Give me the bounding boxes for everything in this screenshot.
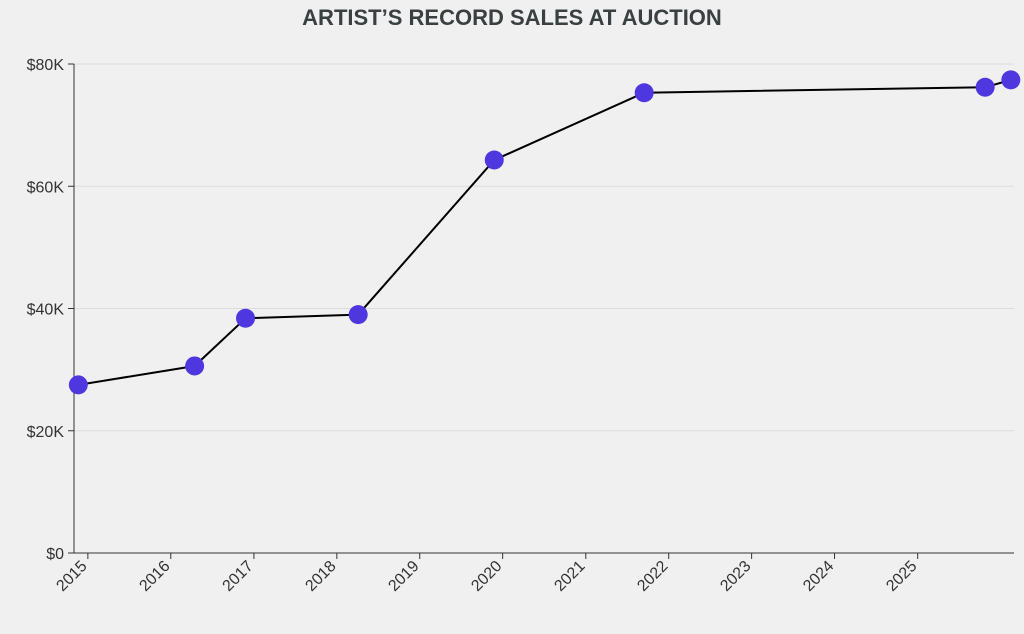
x-tick-label: 2020 bbox=[468, 558, 505, 595]
x-tick-label: 2022 bbox=[634, 558, 671, 595]
data-point[interactable] bbox=[634, 83, 654, 103]
y-tick-label: $20K bbox=[27, 424, 65, 441]
x-tick-label: 2025 bbox=[883, 558, 920, 595]
data-point[interactable] bbox=[975, 77, 995, 97]
series-line-path bbox=[78, 78, 1012, 386]
y-tick-label: $0 bbox=[46, 546, 64, 563]
x-tick-label: 2016 bbox=[136, 558, 173, 595]
data-point[interactable] bbox=[348, 305, 368, 325]
x-tick-label: 2019 bbox=[385, 558, 422, 595]
data-point[interactable] bbox=[68, 375, 88, 395]
x-tick-label: 2024 bbox=[800, 558, 837, 595]
grid-lines bbox=[74, 63, 1014, 432]
data-point[interactable] bbox=[484, 150, 504, 170]
y-tick-label: $60K bbox=[27, 179, 65, 196]
axes: $0 $20K $40K $60K $80K 2015 2016 2017 2018 2019 20… bbox=[27, 57, 1014, 595]
y-tick-label: $40K bbox=[27, 302, 65, 319]
data-point[interactable] bbox=[1001, 70, 1021, 90]
data-point[interactable] bbox=[236, 308, 256, 328]
series-markers bbox=[68, 70, 1021, 395]
y-tick-label: $80K bbox=[27, 57, 65, 74]
chart-title: ARTIST’S RECORD SALES AT AUCTION bbox=[302, 5, 722, 30]
series-line bbox=[78, 78, 1012, 386]
x-tick-label: 2023 bbox=[717, 558, 754, 595]
x-tick-label: 2021 bbox=[551, 558, 588, 595]
x-tick-label: 2017 bbox=[220, 558, 257, 595]
x-tick-label: 2018 bbox=[302, 558, 339, 595]
data-point[interactable] bbox=[185, 356, 205, 376]
x-tick-label: 2015 bbox=[53, 558, 90, 595]
